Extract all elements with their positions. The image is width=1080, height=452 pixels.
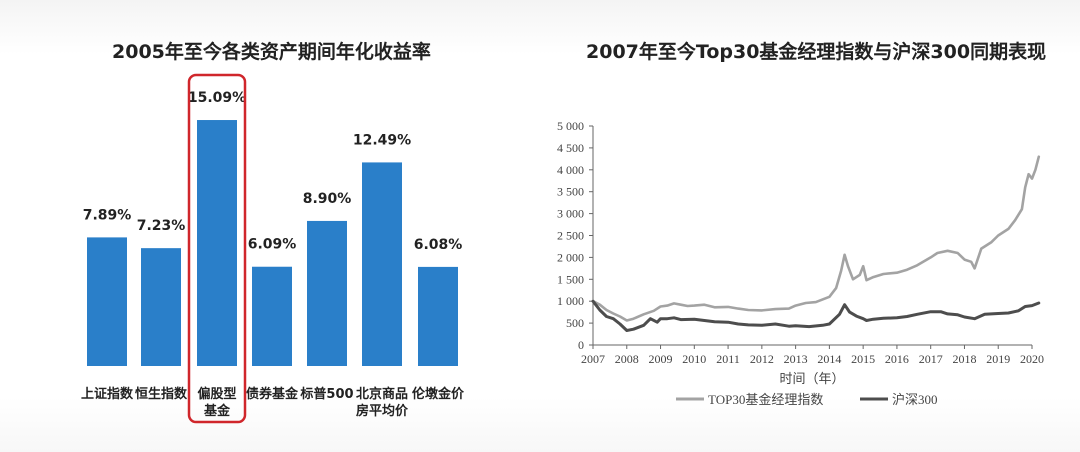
x-tick-label: 2010 (682, 352, 706, 366)
category-label: 伦墩金价 (412, 386, 465, 402)
category-label: 偏股型 (197, 386, 236, 402)
y-tick-label: 4 000 (557, 163, 584, 177)
category-label: 标普500 (299, 386, 353, 402)
x-tick-label: 2011 (716, 352, 740, 366)
x-tick-label: 2012 (750, 352, 774, 366)
bar-value-label: 7.23% (137, 218, 186, 234)
y-tick-label: 3 000 (557, 207, 584, 221)
y-tick-label: 4 500 (557, 141, 584, 155)
series-line (591, 155, 1041, 322)
bar (87, 237, 127, 366)
bar (197, 120, 237, 367)
bar (307, 220, 347, 366)
bar-value-label: 12.49% (353, 132, 411, 148)
x-axis-label: 时间（年） (779, 371, 844, 386)
x-tick-label: 2020 (1020, 352, 1044, 366)
bar (362, 162, 402, 366)
category-label: 恒生指数 (135, 386, 188, 402)
bar (252, 266, 292, 366)
x-tick-label: 2015 (851, 352, 875, 366)
bar-value-label: 8.90% (303, 191, 352, 207)
x-tick-label: 2014 (817, 352, 841, 366)
highlight-box (187, 73, 247, 424)
category-label: 债券基金 (246, 386, 299, 402)
category-label: 房平均价 (356, 403, 409, 419)
bar-value-label: 6.09% (248, 237, 297, 253)
y-tick-label: 2 000 (557, 250, 584, 264)
bar-value-label: 15.09% (188, 90, 246, 106)
x-tick-label: 2007 (581, 352, 605, 366)
legend-label: TOP30基金经理指数 (708, 392, 823, 407)
bar-value-label: 7.89% (83, 207, 132, 223)
series-line (591, 299, 1041, 332)
x-tick-label: 2018 (952, 352, 976, 366)
category-label: 上证指数 (81, 386, 134, 402)
line-chart-title: 2007年至今Top30基金经理指数与沪深300同期表现 (586, 41, 1047, 63)
bar-chart-title: 2005年至今各类资产期间年化收益率 (112, 41, 431, 63)
x-tick-label: 2013 (784, 352, 808, 366)
y-tick-label: 3 500 (557, 185, 584, 199)
y-tick-label: 1 500 (557, 272, 584, 286)
category-label: 北京商品 (356, 386, 408, 402)
category-label: 基金 (203, 403, 231, 419)
legend-label: 沪深300 (892, 392, 938, 407)
x-tick-label: 2017 (919, 352, 943, 366)
y-tick-label: 5 000 (557, 119, 584, 133)
y-tick-label: 500 (566, 316, 584, 330)
bar-value-label: 6.08% (414, 237, 463, 253)
x-tick-label: 2008 (615, 352, 639, 366)
y-tick-label: 0 (578, 338, 584, 352)
y-tick-label: 2 500 (557, 229, 584, 243)
y-tick-label: 1 000 (557, 294, 584, 308)
bar (141, 248, 181, 366)
bar (418, 266, 458, 366)
x-tick-label: 2009 (649, 352, 673, 366)
x-tick-label: 2016 (885, 352, 909, 366)
x-tick-label: 2019 (986, 352, 1010, 366)
